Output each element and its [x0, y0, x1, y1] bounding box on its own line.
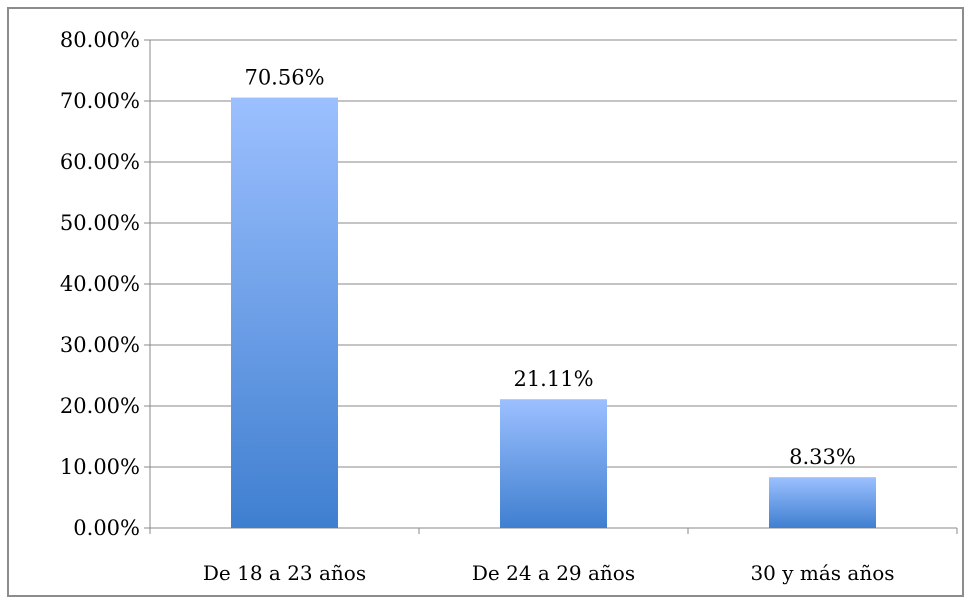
y-tick-label: 30.00% — [60, 333, 140, 357]
y-tick-label: 0.00% — [73, 516, 140, 540]
data-label: 21.11% — [513, 367, 593, 391]
bar — [231, 97, 338, 529]
y-tick-label: 80.00% — [60, 28, 140, 52]
x-category-label: De 18 a 23 años — [203, 561, 366, 585]
y-tick-label: 10.00% — [60, 455, 140, 479]
labels: 0.00% 10.00% 20.00% 30.00% 40.00% 50.00% 60.00… — [60, 28, 895, 585]
x-category-label: De 24 a 29 años — [472, 561, 635, 585]
bars — [231, 97, 876, 529]
bar — [500, 399, 607, 528]
y-tick-label: 40.00% — [60, 272, 140, 296]
y-tick-label: 60.00% — [60, 150, 140, 174]
bar — [769, 477, 876, 528]
y-tick-label: 20.00% — [60, 394, 140, 418]
y-tick-label: 50.00% — [60, 211, 140, 235]
data-label: 70.56% — [244, 66, 324, 90]
data-label: 8.33% — [789, 445, 856, 469]
x-category-label: 30 y más años — [750, 561, 894, 585]
y-tick-label: 70.00% — [60, 89, 140, 113]
